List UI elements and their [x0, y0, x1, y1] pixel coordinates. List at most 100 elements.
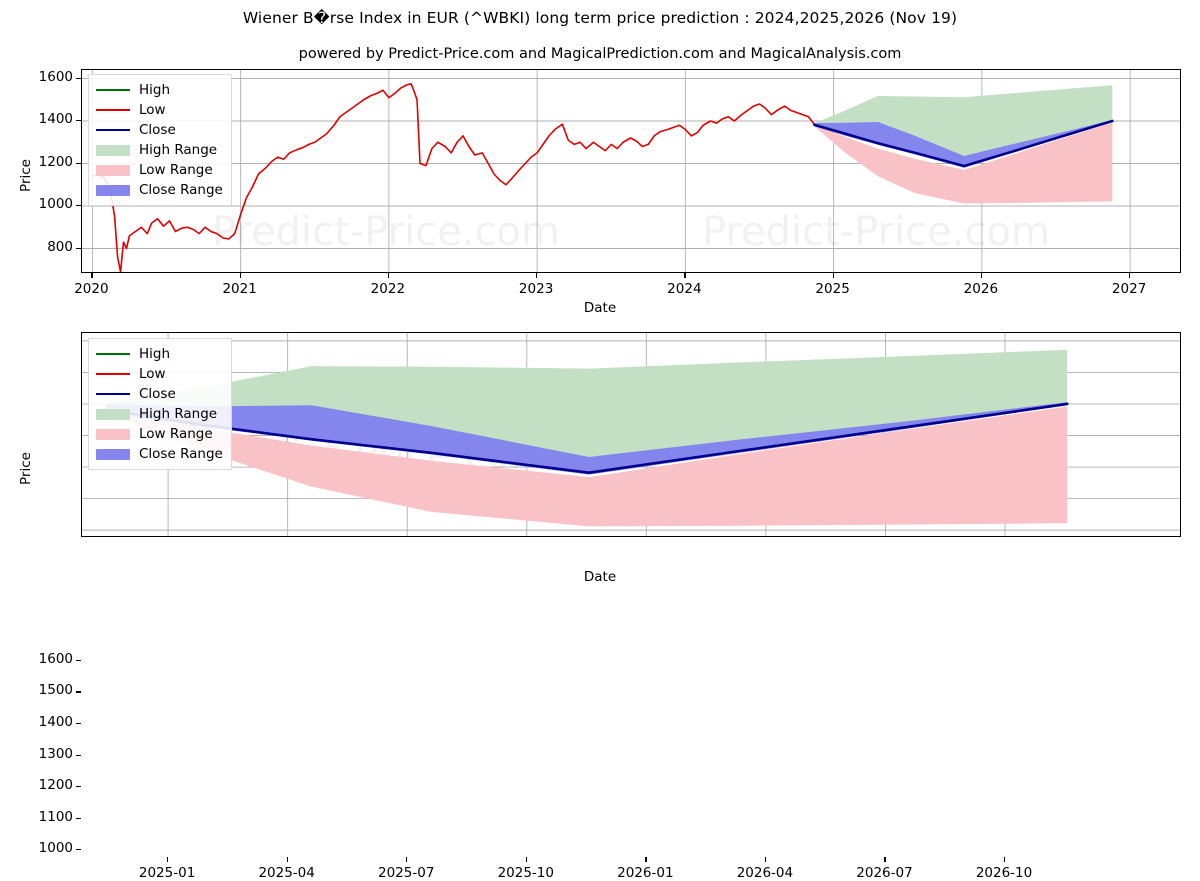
detail-x-tick-label: 2025-01: [138, 865, 196, 881]
detail-y-tick-mark: [76, 722, 81, 725]
detail-x-tick-label: 2026-04: [736, 865, 794, 881]
overview-x-axis-label: Date: [583, 300, 617, 316]
detail-legend-label: High Range: [139, 406, 218, 422]
overview-y-tick-label: 1000: [38, 196, 73, 212]
detail-legend-line-swatch: [96, 373, 130, 375]
detail-legend-patch-swatch: [96, 408, 130, 420]
detail-x-tick-mark: [764, 857, 767, 862]
detail-y-tick-label: 1500: [38, 682, 73, 699]
overview-x-tick-mark: [91, 273, 93, 278]
detail-x-tick-mark: [645, 857, 647, 862]
detail-x-tick-label: 2025-10: [497, 865, 554, 881]
overview-legend-item: Low: [96, 100, 223, 120]
detail-legend-line-swatch: [96, 353, 130, 355]
detail-legend-item: High: [96, 344, 223, 364]
overview-legend-label: Low: [139, 102, 166, 118]
detail-legend-label: Close: [139, 386, 176, 402]
detail-y-tick-mark: [76, 786, 81, 788]
overview-x-tick-mark: [536, 273, 538, 278]
overview-y-tick-mark: [76, 120, 81, 122]
detail-x-tick-label: 2025-07: [378, 865, 435, 881]
forecast-detail-chart-panel: Price Predict-Price.comPredict-Price.com…: [0, 320, 1200, 881]
detail-legend-item: Low Range: [96, 424, 223, 444]
detail-x-tick-mark: [406, 857, 408, 862]
detail-x-axis-label: Date: [583, 569, 617, 585]
detail-x-tick-label: 2026-01: [617, 865, 674, 881]
detail-x-tick-mark: [525, 857, 527, 862]
detail-legend-item: Low: [96, 364, 223, 384]
overview-y-tick-label: 800: [47, 238, 73, 255]
overview-legend-item: Close: [96, 120, 223, 140]
overview-plot-area: Predict-Price.com Predict-Price.com: [81, 69, 1181, 273]
overview-x-tick-label: 2020: [74, 281, 109, 297]
overview-legend-label: Low Range: [139, 162, 213, 178]
overview-y-tick-mark: [76, 247, 81, 249]
overview-y-tick-mark: [76, 205, 81, 207]
detail-legend-item: Close: [96, 384, 223, 404]
detail-x-tick-mark: [884, 857, 886, 862]
overview-y-tick-label: 1200: [38, 153, 73, 170]
detail-y-tick-mark: [76, 849, 81, 851]
detail-y-tick-label: 1100: [38, 808, 73, 825]
detail-legend-label: Close Range: [139, 446, 223, 462]
overview-legend-line-swatch: [96, 129, 130, 131]
page-subtitle: powered by Predict-Price.com and Magical…: [298, 46, 902, 62]
overview-x-tick-label: 2025: [815, 281, 850, 297]
overview-y-tick-mark: [76, 77, 81, 79]
detail-legend-label: Low Range: [139, 426, 213, 442]
overview-legend-line-swatch: [96, 89, 130, 91]
detail-y-tick-label: 1600: [38, 650, 73, 667]
overview-legend-item: High: [96, 80, 223, 100]
overview-legend-patch-swatch: [96, 184, 130, 196]
detail-x-tick-mark: [286, 857, 288, 862]
detail-y-tick-label: 1300: [38, 745, 73, 762]
detail-x-tick-label: 2025-04: [258, 865, 315, 881]
detail-legend-label: Low: [139, 366, 166, 382]
overview-legend: High Low Close High Range Low Range Close Ran…: [88, 74, 232, 206]
overview-legend-label: Close: [139, 122, 176, 138]
overview-y-tick-mark: [76, 162, 81, 164]
overview-x-tick-label: 2022: [370, 281, 406, 297]
detail-legend-label: High: [139, 346, 171, 362]
detail-y-tick-mark: [76, 754, 81, 756]
overview-x-tick-mark: [239, 273, 241, 278]
detail-legend-line-swatch: [96, 393, 130, 395]
detail-y-tick-mark: [76, 691, 81, 693]
detail-legend-patch-swatch: [96, 428, 130, 440]
detail-y-tick-label: 1200: [38, 777, 73, 794]
detail-y-tick-label: 1000: [38, 840, 73, 857]
overview-x-tick-label: 2024: [667, 281, 702, 297]
detail-y-tick-mark: [76, 817, 81, 819]
overview-legend-item: Low Range: [96, 160, 223, 180]
svg-text:Predict-Price.com: Predict-Price.com: [702, 209, 1050, 255]
overview-legend-patch-swatch: [96, 144, 130, 156]
detail-x-tick-mark: [1004, 857, 1006, 862]
overview-legend-label: High: [139, 82, 171, 98]
overview-plot-svg: Predict-Price.com Predict-Price.com: [82, 70, 1180, 272]
overview-x-tick-label: 2021: [222, 281, 257, 297]
detail-legend-item: Close Range: [96, 444, 223, 464]
page-title: Wiener B�rse Index in EUR (^WBKI) long t…: [242, 9, 958, 27]
overview-x-tick-mark: [387, 273, 390, 278]
overview-legend-label: Close Range: [139, 182, 223, 198]
detail-x-tick-label: 2026-10: [975, 865, 1033, 881]
overview-chart-panel: Price Predict-Price.com Predict-Price.com…: [0, 0, 1200, 320]
overview-x-tick-mark: [1129, 273, 1131, 278]
overview-x-tick-label: 2023: [518, 281, 554, 297]
detail-x-tick-label: 2026-07: [856, 865, 913, 881]
detail-legend-item: High Range: [96, 404, 223, 424]
overview-legend-item: High Range: [96, 140, 223, 160]
overview-x-tick-label: 2026: [963, 281, 999, 297]
overview-y-tick-label: 1600: [38, 68, 73, 85]
overview-y-tick-label: 1400: [38, 111, 73, 127]
overview-x-tick-label: 2027: [1111, 281, 1147, 297]
detail-y-tick-mark: [76, 659, 81, 662]
detail-legend-patch-swatch: [96, 448, 130, 460]
detail-y-tick-label: 1400: [38, 713, 73, 730]
overview-legend-line-swatch: [96, 109, 130, 111]
detail-x-tick-mark: [167, 857, 169, 862]
overview-x-tick-mark: [684, 273, 686, 278]
svg-text:Predict-Price.com: Predict-Price.com: [212, 209, 560, 255]
